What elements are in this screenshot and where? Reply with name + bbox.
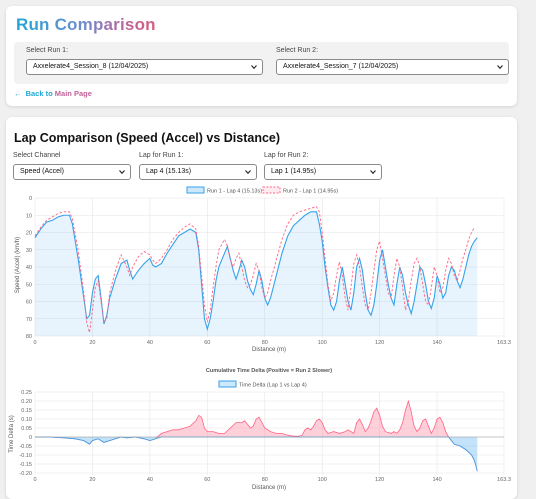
- run2-series-line: [34, 206, 475, 333]
- x-tick-label: 20: [89, 477, 95, 483]
- run1-series-line: [34, 211, 478, 332]
- y-tick-label: 0.15: [21, 408, 32, 414]
- delta-chart-x-ticks: 0 20 40 60 80 100 120 140 163.3: [33, 477, 510, 483]
- delta-chart-title: Cumulative Time Delta (Positive = Run 2 …: [206, 368, 332, 374]
- lap2-label: Lap for Run 2:: [264, 152, 309, 159]
- run1-select-value: Axxelerate4_Session_8 (12/04/2025): [33, 63, 149, 70]
- x-tick-label: 0: [33, 340, 36, 346]
- x-tick-label: 40: [147, 477, 153, 483]
- lap1-select-value: Lap 4 (15.13s): [146, 168, 192, 175]
- page-title: Run Comparison: [16, 15, 156, 34]
- y-tick-label: 0.25: [21, 390, 32, 396]
- x-tick-label: 60: [204, 340, 210, 346]
- back-link-text-2: Main Page: [54, 89, 92, 98]
- lap1-label: Lap for Run 1:: [139, 152, 184, 159]
- run1-label: Select Run 1:: [26, 47, 69, 54]
- x-tick-label: 120: [375, 340, 384, 346]
- speed-chart-grid: [34, 197, 505, 338]
- chevron-down-icon: [370, 170, 376, 174]
- x-tick-label: 120: [375, 477, 384, 483]
- lap2-select[interactable]: Lap 1 (14.95s): [264, 164, 382, 180]
- y-tick-label: -0.15: [19, 462, 32, 468]
- x-tick-label: 100: [318, 477, 327, 483]
- delta-negative-area: [35, 437, 478, 472]
- x-tick-label: 0: [33, 477, 36, 483]
- y-tick-label: 0.10: [21, 417, 32, 423]
- run2-label: Select Run 2:: [276, 47, 319, 54]
- run1-select[interactable]: Axxelerate4_Session_8 (12/04/2025): [26, 59, 263, 75]
- y-tick-label: -0.05: [19, 444, 32, 450]
- legend-label-run2: Run 2 - Lap 1 (14.95s): [283, 189, 338, 195]
- y-tick-label: 0.05: [21, 426, 32, 432]
- x-tick-label: 80: [262, 477, 268, 483]
- chevron-down-icon: [251, 65, 257, 69]
- back-to-main-link[interactable]: ← Back to Main Page: [14, 89, 92, 98]
- x-tick-label: 80: [262, 340, 268, 346]
- y-tick-label: 0: [29, 196, 32, 202]
- chevron-down-icon: [245, 170, 251, 174]
- arrow-left-icon: ←: [14, 89, 22, 98]
- speed-chart-legend: Run 1 - Lap 4 (15.13s) Run 2 - Lap 1 (14…: [186, 186, 338, 195]
- run2-select-value: Axxelerate4_Session_7 (12/04/2025): [283, 63, 399, 70]
- time-delta-chart: Cumulative Time Delta (Positive = Run 2 …: [9, 368, 511, 491]
- run1-series-fill: [35, 211, 478, 336]
- legend-label-delta: Time Delta (Lap 1 vs Lap 4): [239, 383, 307, 389]
- back-link-text-1: Back to: [25, 89, 53, 98]
- speed-chart-x-ticks: 0 20 40 60 80 100 120 140 163.3: [33, 340, 510, 346]
- y-tick-label: 10: [26, 213, 32, 219]
- delta-chart-x-label: Distance (m): [252, 485, 286, 491]
- x-tick-label: 163.3: [497, 477, 511, 483]
- run-selection-card: Run Comparison Select Run 1: Axxelerate4…: [6, 6, 517, 106]
- run-select-panel: Select Run 1: Axxelerate4_Session_8 (12/…: [14, 42, 509, 84]
- x-tick-label: 40: [147, 340, 153, 346]
- run2-select[interactable]: Axxelerate4_Session_7 (12/04/2025): [276, 59, 509, 75]
- delta-negative-line: [35, 436, 478, 472]
- channel-select[interactable]: Speed (Accel): [13, 164, 131, 180]
- y-tick-label: 60: [26, 300, 32, 306]
- y-tick-label: 80: [26, 334, 32, 340]
- speed-chart-y-ticks: 0 10 20 30 40 50 60 70 80: [26, 196, 32, 340]
- x-tick-label: 140: [432, 477, 441, 483]
- legend-swatch-delta: [218, 380, 237, 388]
- legend-swatch-run2: [262, 186, 281, 194]
- y-tick-label: 0: [29, 435, 32, 441]
- lap2-select-value: Lap 1 (14.95s): [271, 168, 317, 175]
- y-tick-label: -0.20: [19, 471, 32, 477]
- x-tick-label: 60: [204, 477, 210, 483]
- delta-chart-legend: Time Delta (Lap 1 vs Lap 4): [218, 380, 307, 389]
- x-tick-label: 100: [318, 340, 327, 346]
- y-tick-label: 70: [26, 317, 32, 323]
- y-tick-label: -0.10: [19, 453, 32, 459]
- speed-chart-x-label: Distance (m): [252, 347, 286, 353]
- y-tick-label: 40: [26, 265, 32, 271]
- y-tick-label: 0.20: [21, 399, 32, 405]
- chevron-down-icon: [119, 170, 125, 174]
- legend-swatch-run1: [186, 186, 205, 194]
- speed-chart-y-label: Speed (Accel) (km/h): [15, 237, 21, 293]
- delta-chart-y-ticks: 0.25 0.20 0.15 0.10 0.05 0 -0.05 -0.10 -0.15 -0.2…: [19, 390, 32, 477]
- channel-select-value: Speed (Accel): [20, 168, 64, 175]
- y-tick-label: 20: [26, 231, 32, 237]
- lap1-select[interactable]: Lap 4 (15.13s): [139, 164, 257, 180]
- delta-series-line: [35, 399, 478, 472]
- x-tick-label: 140: [432, 340, 441, 346]
- x-tick-label: 163.3: [497, 340, 511, 346]
- delta-chart-y-label: Time Delta (s): [9, 415, 15, 452]
- legend-label-run1: Run 1 - Lap 4 (15.13s): [207, 189, 262, 195]
- y-tick-label: 30: [26, 248, 32, 254]
- y-tick-label: 50: [26, 282, 32, 288]
- delta-positive-area: [35, 401, 478, 437]
- comparison-title: Lap Comparison (Speed (Accel) vs Distanc…: [14, 131, 281, 145]
- speed-chart: 0 10 20 30 40 50 60 70 80 0 20 40 60 80 100 120 140 163.…: [15, 186, 511, 353]
- chevron-down-icon: [497, 65, 503, 69]
- x-tick-label: 20: [89, 340, 95, 346]
- channel-label: Select Channel: [13, 152, 61, 159]
